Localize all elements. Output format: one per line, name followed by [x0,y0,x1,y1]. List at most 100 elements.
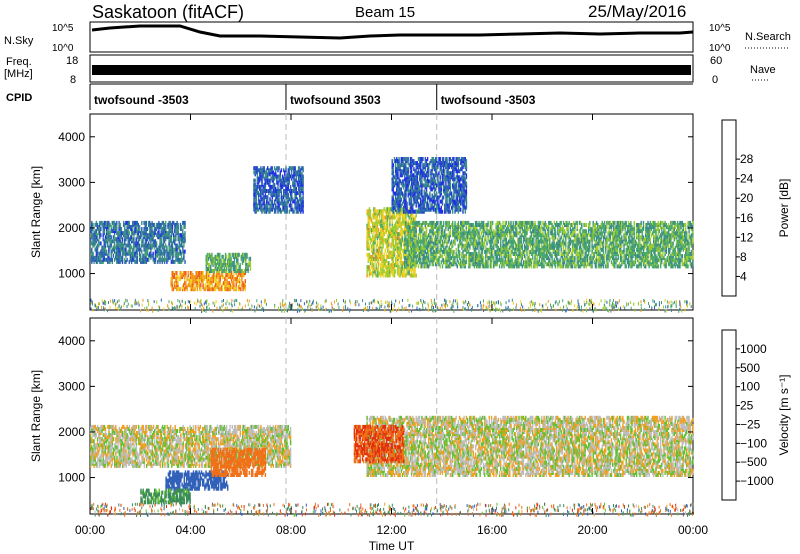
echo-cell [267,179,268,183]
echo-cell [265,210,266,214]
echo-cell [373,216,374,220]
echo-cell [267,195,268,199]
echo-cell [141,233,142,237]
echo-cell [485,250,486,254]
echo-cell [129,246,130,250]
echo-cell [588,229,589,233]
echo-cell [428,240,429,244]
echo-cell [259,185,260,189]
echo-cell [237,269,238,273]
echo-cell [515,242,516,246]
echo-cell [569,244,570,248]
echo-cell [368,265,369,269]
echo-cell [422,233,423,237]
echo-cell [122,250,123,254]
echo-cell [586,264,587,268]
echo-cell [463,244,464,248]
echo-cell [501,246,502,250]
echo-cell [507,250,508,254]
echo-cell [125,235,126,239]
echo-cell [594,252,595,256]
echo-cell [278,204,279,208]
echo-cell [444,240,445,244]
echo-cell [454,235,455,239]
echo-cell [525,229,526,233]
echo-cell [433,242,434,246]
echo-cell [373,263,374,267]
echo-cell [479,223,480,227]
echo-cell [428,233,429,237]
echo-cell [436,238,437,242]
echo-cell [257,189,258,193]
echo-cell [419,260,420,264]
echo-cell [414,274,415,278]
echo-cell [234,267,235,271]
echo-cell [172,283,173,287]
echo-cell [229,281,230,285]
echo-cell [519,262,520,266]
echo-cell [153,231,154,235]
echo-cell [233,281,234,285]
echo-cell [561,252,562,256]
echo-cell [141,227,142,231]
echo-cell [292,166,293,170]
echo-cell [387,261,388,265]
echo-cell [159,223,160,227]
echo-cell [428,264,429,268]
echo-cell [572,244,573,248]
echo-cell [389,220,390,224]
echo-cell [537,240,538,244]
echo-cell [92,223,93,227]
echo-cell [446,250,447,254]
echo-cell [273,170,274,174]
echo-cell [416,229,417,233]
echo-cell [545,260,546,264]
echo-cell [414,240,415,244]
echo-cell [417,260,418,264]
echo-cell [178,246,179,250]
echo-cell [433,231,434,235]
echo-cell [175,237,176,241]
echo-cell [577,221,578,225]
echo-cell [492,221,493,225]
echo-cell [281,195,282,199]
echo-cell [104,246,105,250]
echo-cell [482,229,483,233]
echo-cell [569,221,570,225]
echo-cell [460,242,461,246]
echo-cell [501,256,502,260]
echo-cell [104,250,105,254]
echo-cell [589,221,590,225]
echo-cell [222,287,223,291]
echo-cell [294,183,295,187]
echo-cell [466,221,467,225]
echo-cell [468,225,469,229]
echo-cell [509,223,510,227]
echo-cell [131,256,132,260]
echo-cell [574,256,575,260]
noise-right-tick-bottom: 10^0 [709,43,731,54]
echo-cell [270,208,271,212]
echo-cell [184,221,185,225]
echo-cell [553,233,554,237]
echo-cell [555,260,556,264]
echo-cell [389,263,390,267]
echo-cell [594,233,595,237]
echo-cell [525,240,526,244]
echo-cell [281,191,282,195]
echo-cell [143,221,144,225]
echo-cell [487,229,488,233]
echo-cell [534,221,535,225]
echo-cell [289,204,290,208]
echo-cell [184,260,185,264]
echo-cell [278,179,279,183]
echo-cell [284,208,285,212]
echo-cell [376,216,377,220]
echo-cell [586,223,587,227]
echo-cell [531,258,532,262]
echo-cell [150,237,151,241]
echo-cell [523,229,524,233]
echo-cell [529,238,530,242]
echo-cell [594,244,595,248]
echo-cell [302,191,303,195]
